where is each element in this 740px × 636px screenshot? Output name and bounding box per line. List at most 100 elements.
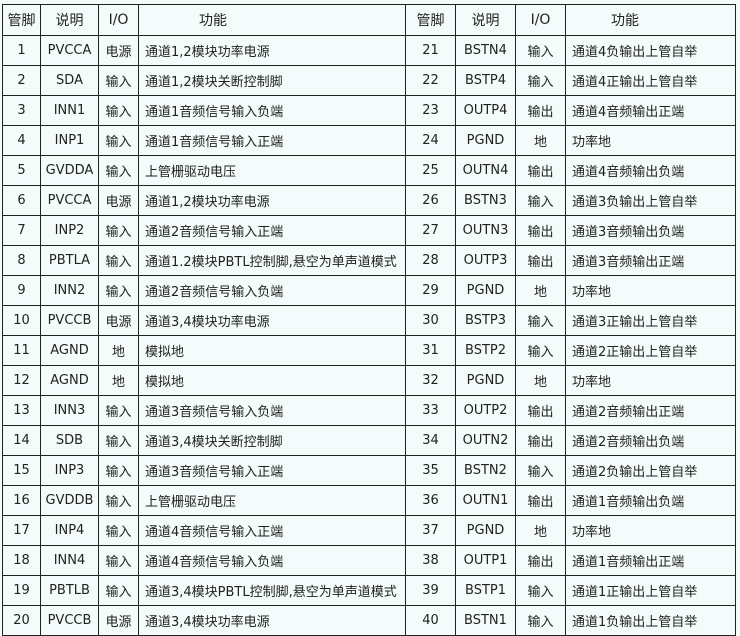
pin-number-cell: 1 <box>2 35 41 66</box>
pin-name-cell: AGND <box>40 335 99 366</box>
function-cell: 通道4正输出上管自举 <box>565 65 736 96</box>
pin-name-cell: OUTN4 <box>455 155 516 186</box>
pin-number-cell: 23 <box>405 95 456 126</box>
header-func: 功能 <box>565 4 736 36</box>
function-cell: 通道3音频输出正端 <box>565 245 736 276</box>
io-type-cell: 输入 <box>98 245 139 276</box>
io-type-cell: 地 <box>515 515 566 546</box>
header-pin: 管脚 <box>2 4 41 36</box>
table-row: 14 SDB 输入 通道3,4模块关断控制脚 34 OUTN2 输出 通道2音频输出负端 <box>2 425 736 456</box>
io-type-cell: 输入 <box>515 185 566 216</box>
pin-number-cell: 16 <box>2 485 41 516</box>
pin-name-cell: INN3 <box>40 395 99 426</box>
pin-number-cell: 8 <box>2 245 41 276</box>
function-cell: 模拟地 <box>138 335 406 366</box>
io-type-cell: 输入 <box>515 605 566 636</box>
function-cell: 通道1,2模块功率电源 <box>138 35 406 66</box>
function-cell: 通道1音频信号输入正端 <box>138 125 406 156</box>
function-cell: 通道2音频信号输入正端 <box>138 215 406 246</box>
function-cell: 通道4音频信号输入正端 <box>138 515 406 546</box>
table-row: 10 PVCCB 电源 通道3,4模块功率电源 30 BSTP3 输入 通道3正输出上管自举 <box>2 305 736 336</box>
pin-number-cell: 13 <box>2 395 41 426</box>
function-cell: 通道3音频输出负端 <box>565 215 736 246</box>
function-cell: 通道2音频信号输入负端 <box>138 275 406 306</box>
function-cell: 上管栅驱动电压 <box>138 485 406 516</box>
pin-number-cell: 24 <box>405 125 456 156</box>
function-cell: 通道3,4模块关断控制脚 <box>138 425 406 456</box>
table-row: 16 GVDDB 输入 上管栅驱动电压 36 OUTN1 输出 通道1音频输出负端 <box>2 485 736 516</box>
pin-name-cell: BSTN2 <box>455 455 516 486</box>
function-cell: 通道4音频信号输入负端 <box>138 545 406 576</box>
function-cell: 通道1.2模块PBTL控制脚,悬空为单声道模式 <box>138 245 406 276</box>
pin-name-cell: PVCCA <box>40 35 99 66</box>
pin-name-cell: PGND <box>455 275 516 306</box>
pin-number-cell: 31 <box>405 335 456 366</box>
pin-name-cell: AGND <box>40 365 99 396</box>
io-type-cell: 输出 <box>515 245 566 276</box>
pin-number-cell: 19 <box>2 575 41 606</box>
pin-name-cell: OUTP4 <box>455 95 516 126</box>
pin-number-cell: 26 <box>405 185 456 216</box>
header-io: I/O <box>98 4 139 36</box>
table-row: 15 INP3 输入 通道3音频信号输入正端 35 BSTN2 输入 通道2负输出上管自举 <box>2 455 736 486</box>
function-cell: 通道1音频信号输入负端 <box>138 95 406 126</box>
function-cell: 通道4音频输出负端 <box>565 155 736 186</box>
pin-name-cell: GVDDA <box>40 155 99 186</box>
io-type-cell: 输入 <box>98 125 139 156</box>
function-cell: 通道3音频信号输入负端 <box>138 395 406 426</box>
io-type-cell: 输入 <box>515 575 566 606</box>
function-cell: 通道1音频输出负端 <box>565 485 736 516</box>
pin-name-cell: BSTP4 <box>455 65 516 96</box>
table-row: 17 INP4 输入 通道4音频信号输入正端 37 PGND 地功率地 <box>2 515 736 546</box>
pin-number-cell: 35 <box>405 455 456 486</box>
io-type-cell: 输入 <box>515 455 566 486</box>
function-cell: 通道2负输出上管自举 <box>565 455 736 486</box>
pin-name-cell: SDA <box>40 65 99 96</box>
io-type-cell: 输入 <box>98 275 139 306</box>
pin-name-cell: PGND <box>455 515 516 546</box>
function-cell: 上管栅驱动电压 <box>138 155 406 186</box>
pin-name-cell: OUTN2 <box>455 425 516 456</box>
function-cell: 功率地 <box>565 125 736 156</box>
header-io: I/O <box>515 4 566 36</box>
pin-name-cell: OUTP1 <box>455 545 516 576</box>
table-row: 6 PVCCA 电源 通道1,2模块功率电源 26 BSTN3 输入 通道3负输出上管自举 <box>2 185 736 216</box>
io-type-cell: 地 <box>515 275 566 306</box>
pin-number-cell: 17 <box>2 515 41 546</box>
pin-number-cell: 28 <box>405 245 456 276</box>
pin-number-cell: 15 <box>2 455 41 486</box>
pin-number-cell: 22 <box>405 65 456 96</box>
function-cell: 通道1,2模块功率电源 <box>138 185 406 216</box>
io-type-cell: 输出 <box>515 215 566 246</box>
pin-name-cell: PGND <box>455 365 516 396</box>
pin-number-cell: 34 <box>405 425 456 456</box>
io-type-cell: 输出 <box>515 155 566 186</box>
pin-name-cell: SDB <box>40 425 99 456</box>
pin-number-cell: 18 <box>2 545 41 576</box>
pin-number-cell: 14 <box>2 425 41 456</box>
pin-number-cell: 10 <box>2 305 41 336</box>
io-type-cell: 输入 <box>98 515 139 546</box>
table-row: 4 INP1 输入 通道1音频信号输入正端 24 PGND 地功率地 <box>2 125 736 156</box>
pin-name-cell: GVDDB <box>40 485 99 516</box>
pin-name-cell: PGND <box>455 125 516 156</box>
table-row: 20 PVCCB 电源 通道3,4模块功率电源 40 BSTN1 输入 通道1负输出上管自举 <box>2 605 736 636</box>
pin-number-cell: 4 <box>2 125 41 156</box>
pin-name-cell: PVCCB <box>40 605 99 636</box>
io-type-cell: 输入 <box>98 545 139 576</box>
io-type-cell: 地 <box>515 125 566 156</box>
table-row: 2 SDA 输入 通道1,2模块关断控制脚 22 BSTP4 输入 通道4正输出上管自举 <box>2 65 736 96</box>
pin-number-cell: 32 <box>405 365 456 396</box>
pin-name-cell: INP2 <box>40 215 99 246</box>
io-type-cell: 输入 <box>98 575 139 606</box>
io-type-cell: 输入 <box>98 485 139 516</box>
function-cell: 通道2正输出上管自举 <box>565 335 736 366</box>
function-cell: 通道2音频输出负端 <box>565 425 736 456</box>
pin-number-cell: 30 <box>405 305 456 336</box>
pin-name-cell: BSTP3 <box>455 305 516 336</box>
pin-number-cell: 7 <box>2 215 41 246</box>
io-type-cell: 地 <box>98 365 139 396</box>
pin-name-cell: BSTN4 <box>455 35 516 66</box>
pin-number-cell: 38 <box>405 545 456 576</box>
io-type-cell: 输入 <box>98 155 139 186</box>
